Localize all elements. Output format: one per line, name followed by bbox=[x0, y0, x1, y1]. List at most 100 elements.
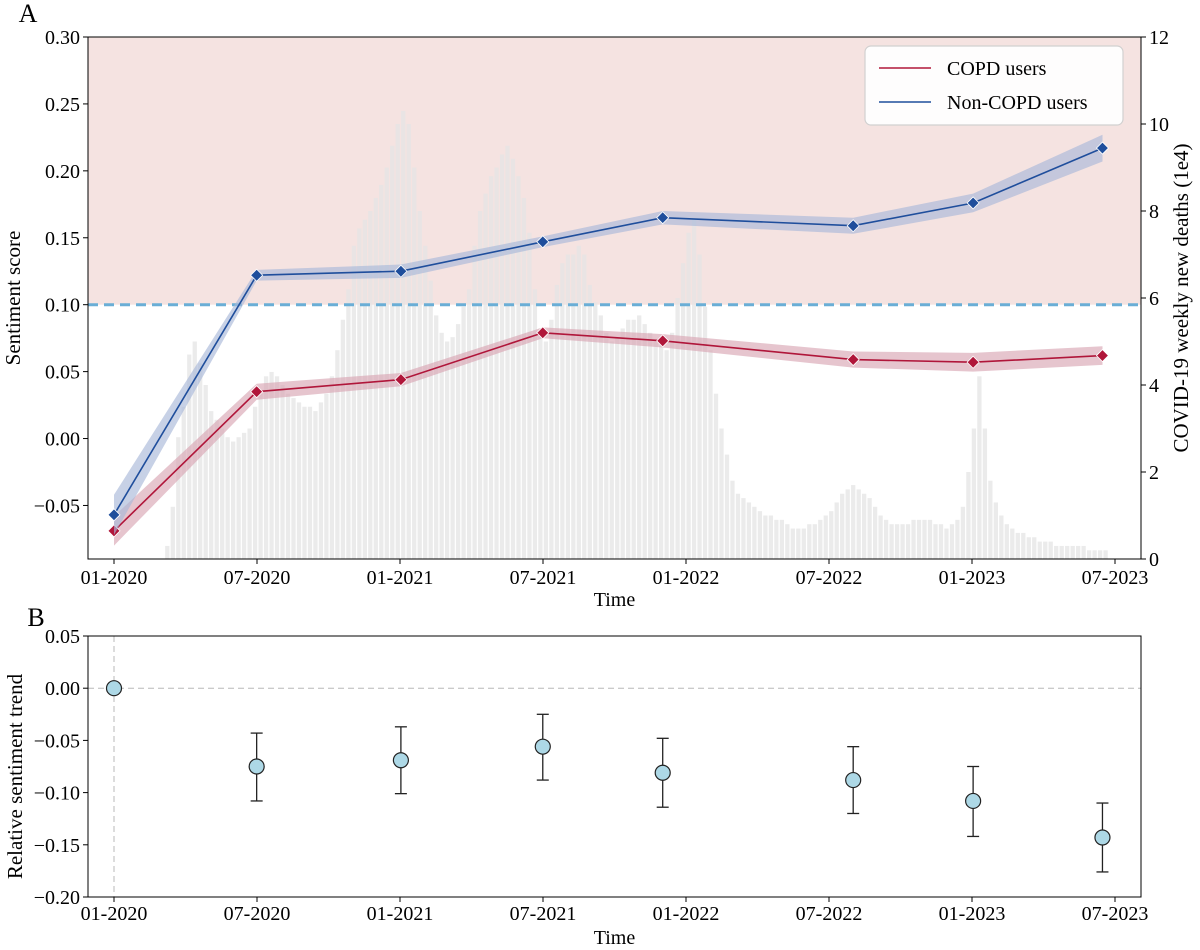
death-bar bbox=[291, 398, 296, 559]
death-bar bbox=[269, 371, 274, 559]
death-bar bbox=[384, 167, 389, 559]
death-bar bbox=[856, 489, 861, 559]
y-tick-label: 0.20 bbox=[45, 161, 80, 183]
copd-point bbox=[1095, 348, 1110, 363]
death-bar bbox=[1004, 524, 1009, 559]
x-tick-label: 01-2021 bbox=[367, 903, 434, 925]
y-tick-label: −0.05 bbox=[34, 730, 80, 752]
death-bar bbox=[390, 145, 395, 559]
death-bar bbox=[1076, 545, 1081, 559]
panel-a-chart: −0.05 0.00 0.05 0.10 0.15 0.20 0.25 0.30 0 2 4 6 8 10… bbox=[1, 27, 1193, 611]
death-bar bbox=[247, 428, 252, 559]
death-bar bbox=[1048, 541, 1053, 559]
death-bar bbox=[1086, 550, 1092, 559]
death-bar bbox=[198, 363, 203, 559]
copd-point bbox=[966, 355, 980, 369]
death-bar bbox=[225, 437, 230, 559]
death-bar bbox=[779, 519, 784, 559]
y-tick-label: 0.05 bbox=[45, 626, 80, 648]
death-bar bbox=[993, 502, 998, 559]
death-bar bbox=[944, 528, 949, 559]
x-tick-label: 01-2023 bbox=[939, 567, 1006, 589]
x-tick-label: 01-2022 bbox=[653, 903, 720, 925]
death-bar bbox=[659, 345, 664, 559]
death-bar bbox=[834, 502, 839, 559]
death-bar bbox=[263, 376, 269, 559]
trend-point bbox=[392, 752, 409, 769]
death-bar bbox=[593, 302, 598, 559]
x-tick-label: 07-2022 bbox=[796, 903, 863, 925]
death-bar bbox=[379, 184, 384, 559]
death-bar bbox=[324, 393, 329, 559]
death-bar bbox=[549, 319, 554, 559]
y-tick-label: −0.05 bbox=[34, 495, 80, 517]
death-bar bbox=[642, 324, 647, 559]
death-bar bbox=[982, 428, 988, 559]
death-bar bbox=[900, 524, 905, 559]
x-tick-label: 07-2020 bbox=[224, 567, 291, 589]
death-bar bbox=[510, 158, 516, 560]
death-bar bbox=[807, 524, 812, 559]
x-tick-label: 07-2021 bbox=[510, 903, 577, 925]
non-copd-point bbox=[1095, 141, 1110, 155]
death-bar bbox=[231, 441, 236, 559]
x-axis-label: Time bbox=[594, 589, 636, 611]
legend-box bbox=[864, 45, 1124, 126]
y-tick-label: −0.20 bbox=[34, 887, 80, 909]
death-bar bbox=[532, 289, 538, 559]
death-bar bbox=[960, 506, 966, 559]
y-tick-label: −0.15 bbox=[34, 835, 80, 857]
death-bar bbox=[648, 332, 653, 559]
copd-point bbox=[250, 385, 264, 399]
death-bar bbox=[620, 328, 625, 559]
copd-point bbox=[394, 373, 408, 387]
x-tick-label: 07-2021 bbox=[510, 567, 577, 589]
death-bar bbox=[203, 385, 208, 559]
death-bar bbox=[461, 306, 466, 559]
death-bar bbox=[796, 528, 801, 559]
death-bar bbox=[697, 254, 702, 559]
death-bar bbox=[922, 519, 927, 559]
death-bar bbox=[713, 393, 719, 559]
death-bar bbox=[999, 515, 1004, 559]
death-bar bbox=[209, 411, 214, 559]
y-axis-label: Relative sentiment trend bbox=[3, 673, 27, 879]
copd-point bbox=[536, 326, 550, 340]
death-bar bbox=[615, 337, 620, 559]
death-bar bbox=[220, 428, 225, 559]
non-copd-line bbox=[113, 147, 1103, 516]
death-bar bbox=[455, 324, 461, 559]
death-bar bbox=[702, 306, 708, 559]
x-tick-label: 07-2022 bbox=[796, 567, 863, 589]
death-bar bbox=[538, 328, 543, 559]
death-bar bbox=[927, 519, 933, 559]
death-bar bbox=[1059, 545, 1064, 559]
death-bar bbox=[258, 393, 263, 559]
death-bar bbox=[708, 350, 713, 559]
death-bar bbox=[1054, 545, 1059, 559]
death-bar bbox=[631, 319, 636, 559]
death-bar bbox=[434, 315, 439, 559]
x-axis-label: Time bbox=[594, 927, 636, 949]
y2-axis-label: COVID-19 weekly new deaths (1e4) bbox=[1169, 143, 1193, 452]
death-bar bbox=[916, 519, 922, 559]
death-bar bbox=[494, 167, 499, 559]
death-bar bbox=[763, 515, 768, 559]
death-bar bbox=[477, 211, 483, 559]
death-bar bbox=[1097, 550, 1103, 559]
death-bar bbox=[412, 167, 417, 559]
death-bar bbox=[1021, 532, 1026, 559]
death-bar bbox=[340, 319, 346, 559]
death-bar bbox=[445, 341, 450, 559]
death-bar bbox=[1065, 545, 1070, 559]
death-bar bbox=[521, 197, 527, 559]
death-bar bbox=[988, 480, 993, 559]
death-bar bbox=[527, 232, 532, 559]
death-bar bbox=[587, 284, 592, 559]
trend-point bbox=[105, 680, 123, 697]
y2-tick-label: 0 bbox=[1149, 549, 1159, 571]
death-bar bbox=[845, 489, 850, 559]
death-bar bbox=[653, 341, 658, 559]
x-tick-label: 01-2020 bbox=[81, 567, 148, 589]
death-bar bbox=[488, 176, 494, 559]
